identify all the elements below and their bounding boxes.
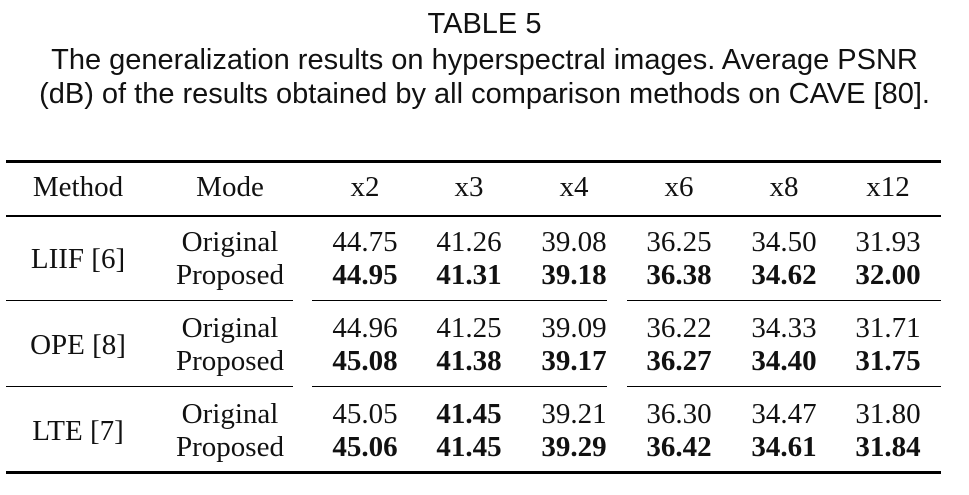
psnr-value: 45.06 (332, 431, 398, 463)
psnr-value: 34.62 (751, 259, 817, 291)
psnr-value: 44.75 (332, 226, 398, 258)
caption-line-1: The generalization results on hyperspect… (51, 44, 918, 76)
psnr-value: 45.08 (332, 345, 398, 377)
psnr-value: 44.95 (332, 259, 398, 291)
table-label: TABLE 5 (427, 8, 542, 40)
psnr-value: 41.45 (436, 431, 502, 463)
psnr-value: 41.31 (436, 259, 502, 291)
mode-label: Proposed (176, 259, 284, 291)
column-header: x12 (866, 171, 910, 203)
column-header: x6 (664, 171, 694, 203)
method-label: LIIF [6] (30, 242, 126, 275)
column-header: x4 (559, 171, 589, 203)
caption-line-2: (dB) of the results obtained by all comp… (39, 78, 930, 110)
psnr-value: 31.71 (855, 312, 921, 344)
column-header: x3 (454, 171, 484, 203)
group-separator-rule (627, 300, 941, 302)
mode-label: Proposed (176, 431, 284, 463)
psnr-value: 39.21 (541, 398, 607, 430)
mode-label: Original (181, 226, 279, 258)
psnr-value: 45.05 (332, 398, 398, 430)
psnr-value: 31.80 (855, 398, 921, 430)
group-separator-rule (312, 386, 607, 388)
group-separator-rule (6, 386, 293, 388)
psnr-value: 41.25 (436, 312, 502, 344)
group-separator-rule (312, 300, 607, 302)
psnr-value: 41.38 (436, 345, 502, 377)
psnr-value: 31.93 (855, 226, 921, 258)
psnr-value: 34.61 (751, 431, 817, 463)
psnr-value: 39.09 (541, 312, 607, 344)
psnr-value: 36.38 (646, 259, 712, 291)
psnr-value: 39.17 (541, 345, 607, 377)
psnr-value: 36.22 (646, 312, 712, 344)
psnr-value: 34.33 (751, 312, 817, 344)
method-label: LTE [7] (32, 414, 124, 447)
table-header-rule (6, 215, 941, 217)
group-separator-rule (627, 386, 941, 388)
method-label: OPE [8] (30, 328, 126, 361)
column-header: x8 (769, 171, 799, 203)
psnr-value: 34.50 (751, 226, 817, 258)
psnr-value: 34.47 (751, 398, 817, 430)
psnr-value: 31.84 (855, 431, 921, 463)
psnr-value: 41.26 (436, 226, 502, 258)
psnr-value: 41.45 (436, 398, 502, 430)
psnr-value: 39.29 (541, 431, 607, 463)
psnr-value: 31.75 (855, 345, 921, 377)
psnr-value: 36.42 (646, 431, 712, 463)
column-header: x2 (350, 171, 380, 203)
table-bottom-rule (6, 471, 941, 474)
psnr-value: 36.30 (646, 398, 712, 430)
mode-label: Proposed (176, 345, 284, 377)
column-header: Mode (196, 171, 264, 203)
psnr-value: 34.40 (751, 345, 817, 377)
mode-label: Original (181, 312, 279, 344)
psnr-value: 32.00 (855, 259, 921, 291)
table-top-rule (6, 160, 941, 163)
column-header: Method (32, 171, 124, 203)
mode-label: Original (181, 398, 279, 430)
psnr-value: 39.18 (541, 259, 607, 291)
psnr-value: 36.27 (646, 345, 712, 377)
group-separator-rule (6, 300, 293, 302)
psnr-value: 44.96 (332, 312, 398, 344)
psnr-value: 36.25 (646, 226, 712, 258)
psnr-value: 39.08 (541, 226, 607, 258)
